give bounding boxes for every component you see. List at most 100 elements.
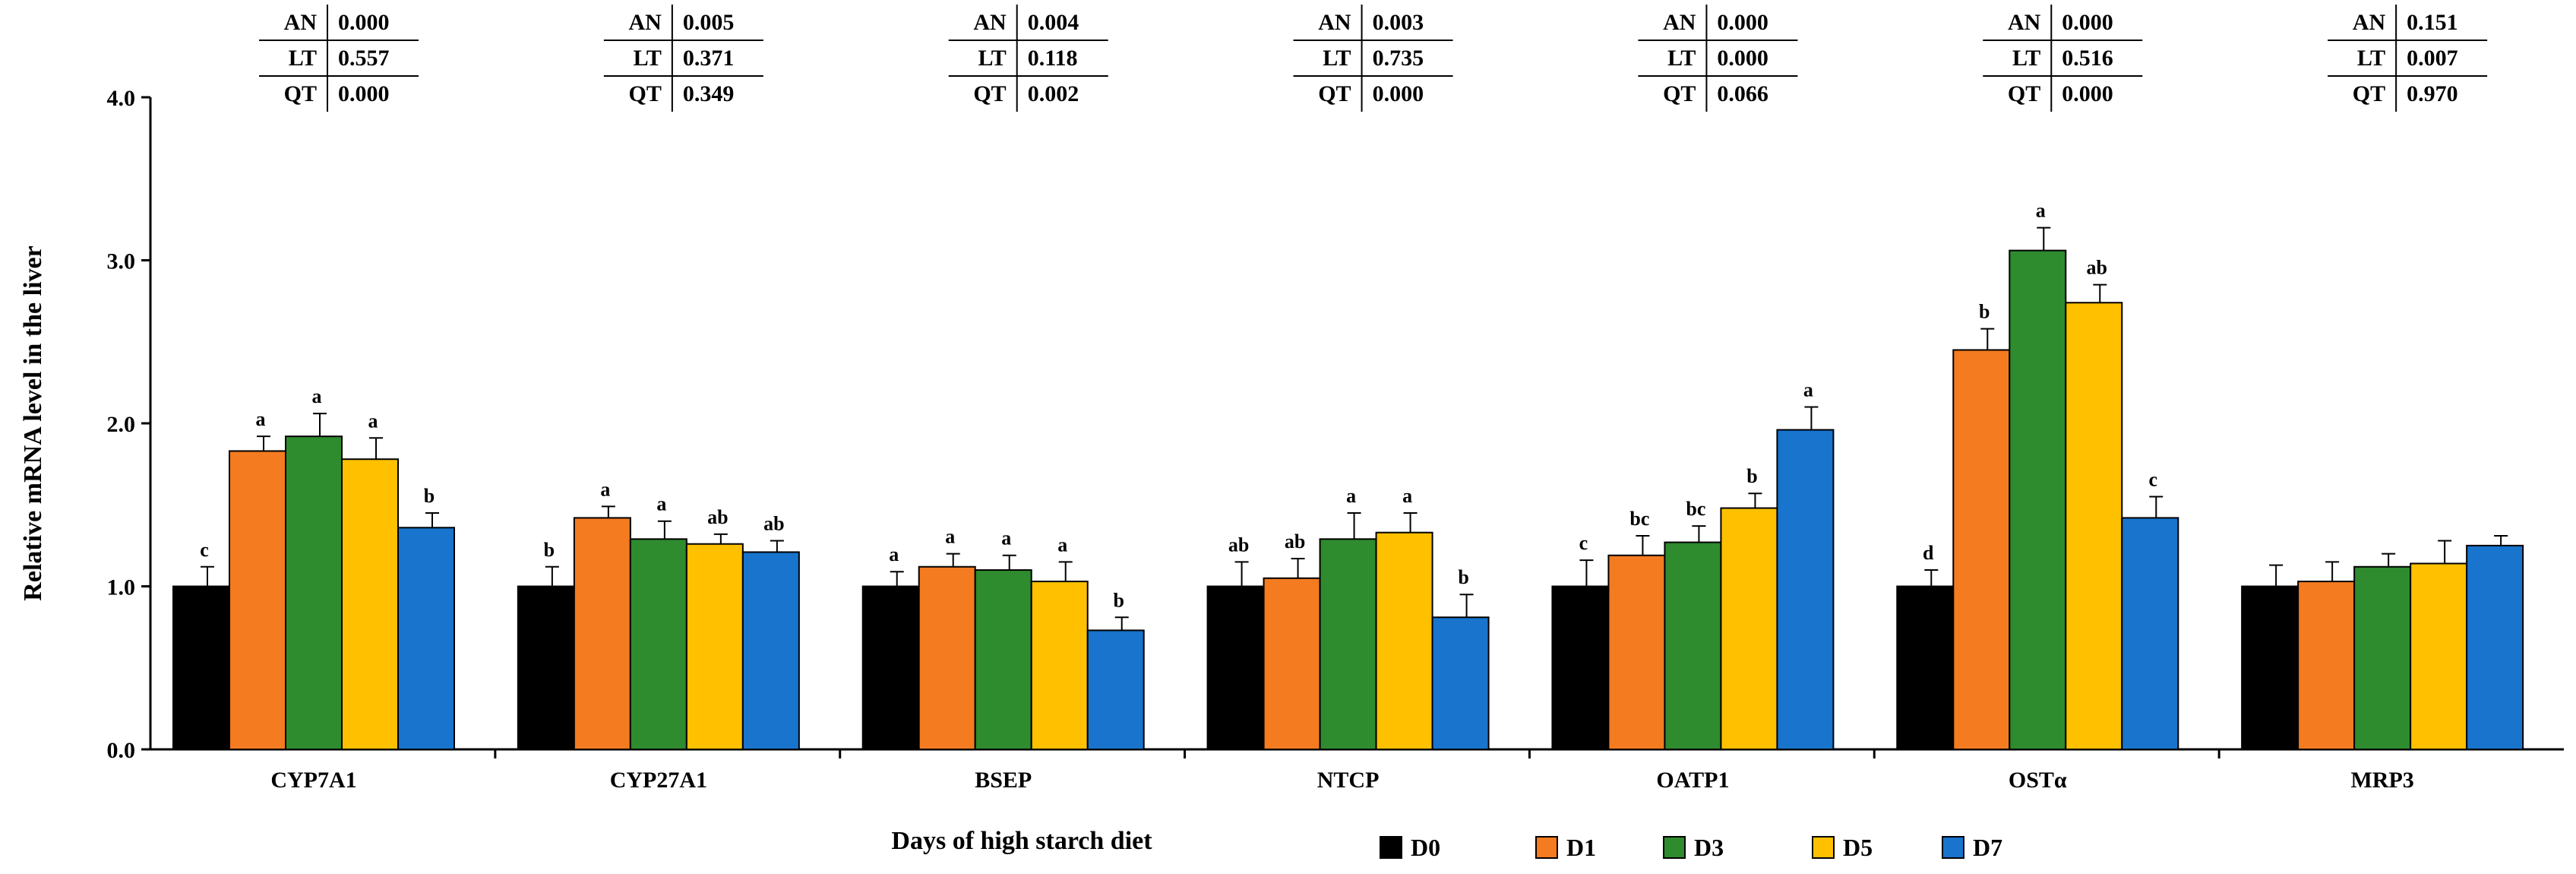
y-tick-label: 3.0 xyxy=(107,249,136,274)
significance-letter: ab xyxy=(2087,257,2107,279)
bar xyxy=(685,543,744,750)
significance-letter: b xyxy=(1979,301,1990,323)
bar xyxy=(1319,538,1377,750)
x-tick-label: CYP27A1 xyxy=(610,768,707,793)
stats-value: 0.066 xyxy=(1717,81,1768,106)
legend-swatch xyxy=(1535,836,1558,859)
bar xyxy=(861,585,920,750)
significance-letter: a xyxy=(889,543,899,565)
bar xyxy=(397,527,455,751)
x-axis-label: Days of high starch diet xyxy=(891,827,1152,855)
stats-value: 0.118 xyxy=(1028,46,1078,71)
stats-label: LT xyxy=(634,46,662,71)
bar xyxy=(2065,302,2123,750)
significance-letter: a xyxy=(256,408,266,430)
stats-label: LT xyxy=(2357,46,2385,71)
stats-value: 0.003 xyxy=(1373,10,1424,35)
x-tick-label: MRP3 xyxy=(2350,768,2413,793)
bar xyxy=(285,435,343,750)
bar xyxy=(1086,629,1145,750)
stats-label: AN xyxy=(2008,10,2041,35)
y-tick-label: 2.0 xyxy=(107,412,136,437)
significance-letter: a xyxy=(945,526,955,548)
stats-table: AN 0.004 LT 0.118 QT 0.002 xyxy=(948,5,1108,112)
bar xyxy=(1896,585,1955,750)
stats-value: 0.000 xyxy=(1373,81,1424,106)
stats-label: AN xyxy=(284,10,318,35)
legend-label: D1 xyxy=(1566,834,1596,861)
stats-table: AN 0.000 LT 0.557 QT 0.000 xyxy=(259,5,419,112)
significance-letter: bc xyxy=(1629,508,1649,530)
x-tick-label: NTCP xyxy=(1317,768,1380,793)
significance-letter: c xyxy=(1579,532,1588,554)
bar xyxy=(2241,585,2299,750)
legend-label: D3 xyxy=(1694,834,1724,861)
legend: D0 D1 D3 D5 D7 xyxy=(1380,834,2002,861)
significance-letter: a xyxy=(368,410,378,432)
bar xyxy=(1263,577,1321,751)
legend-swatch xyxy=(1380,836,1402,859)
y-ticks: 0.0 1.0 2.0 3.0 4.0 xyxy=(107,86,150,763)
stats-value: 0.000 xyxy=(338,81,390,106)
bar xyxy=(1431,616,1490,750)
significance-letter: c xyxy=(2149,469,2158,491)
bar xyxy=(1375,531,1433,751)
bar xyxy=(629,538,687,750)
stats-tables: AN 0.000 LT 0.557 QT 0.000 AN 0.005 LT 0.371 QT 0.3… xyxy=(259,5,2488,112)
significance-letter: a xyxy=(312,385,322,407)
bar xyxy=(517,585,575,750)
stats-value: 0.516 xyxy=(2062,46,2113,71)
bar xyxy=(2297,581,2356,750)
bar xyxy=(1952,349,2011,751)
bar xyxy=(741,551,800,751)
significance-letter: bc xyxy=(1686,498,1705,520)
significance-letter: b xyxy=(1746,465,1757,487)
significance-letter: ab xyxy=(1285,530,1305,553)
y-axis-label: Relative mRNA level in the liver xyxy=(19,245,47,600)
bar xyxy=(1776,429,1835,751)
significance-letter: b xyxy=(544,539,555,561)
x-ticks: CYP7A1 CYP27A1 BSEP NTCP OATP1 OSTα MRP3 xyxy=(270,749,2414,793)
stats-value: 0.970 xyxy=(2407,81,2458,106)
stats-label: QT xyxy=(2008,81,2040,106)
stats-label: QT xyxy=(284,81,317,106)
stats-value: 0.371 xyxy=(683,46,735,71)
stats-label: LT xyxy=(1667,46,1696,71)
significance-letter: a xyxy=(1057,534,1067,556)
legend-label: D5 xyxy=(1843,834,1873,861)
y-tick-label: 4.0 xyxy=(107,86,136,111)
x-tick-label: OATP1 xyxy=(1656,768,1729,793)
stats-label: QT xyxy=(2353,81,2385,106)
x-tick-label: CYP7A1 xyxy=(270,768,356,793)
significance-letter: a xyxy=(1001,527,1011,549)
y-tick-label: 1.0 xyxy=(107,575,136,600)
bar xyxy=(1607,554,1666,750)
significance-letter: ab xyxy=(1228,534,1249,556)
stats-table: AN 0.000 LT 0.516 QT 0.000 xyxy=(1983,5,2143,112)
stats-label: QT xyxy=(628,81,661,106)
bar xyxy=(1664,541,1722,751)
significance-letter: b xyxy=(1458,566,1468,588)
significance-letter: a xyxy=(2036,200,2046,222)
stats-table: AN 0.000 LT 0.000 QT 0.066 xyxy=(1638,5,1798,112)
stats-label: AN xyxy=(1318,10,1351,35)
bar xyxy=(1030,581,1089,750)
significance-letter: a xyxy=(600,478,610,500)
stats-label: AN xyxy=(1663,10,1696,35)
bar xyxy=(573,517,631,750)
stats-value: 0.000 xyxy=(1717,10,1768,35)
stats-label: LT xyxy=(2012,46,2040,71)
bar xyxy=(341,458,399,750)
bar xyxy=(172,585,230,750)
bar xyxy=(918,565,976,751)
bar xyxy=(2353,565,2412,751)
stats-label: AN xyxy=(973,10,1007,35)
significance-letter: d xyxy=(1923,542,1934,564)
stats-label: LT xyxy=(1323,46,1351,71)
significance-letter: a xyxy=(656,493,666,515)
legend-swatch xyxy=(1663,836,1686,859)
legend-label: D7 xyxy=(1973,834,2002,861)
stats-label: QT xyxy=(973,81,1006,106)
stats-value: 0.007 xyxy=(2407,46,2458,71)
